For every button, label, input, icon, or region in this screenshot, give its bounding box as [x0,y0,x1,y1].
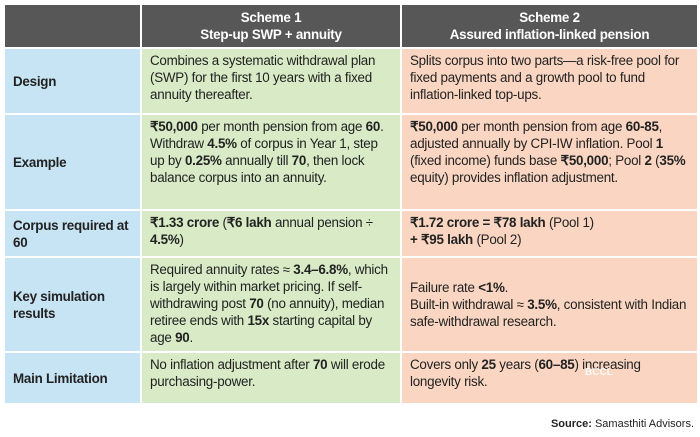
scheme-subtitle: Assured inflation-linked pension [449,27,650,42]
bold-run: 70 [291,153,307,168]
bold-run: 35% [659,153,686,168]
comparison-table: Scheme 1 Step-up SWP + annuity Scheme 2 Ass… [3,3,699,405]
watermark: BCCL [585,367,613,378]
bold-run: 60–85 [538,357,575,372]
row-label: Example [5,115,140,209]
text-run: annually till [221,153,292,168]
text-run: ) increasing longevity risk. [410,357,641,389]
bold-run: ₹50,000 [150,119,198,134]
bold-run: 3.5% [527,297,557,312]
bold-run: 90 [175,330,190,345]
text-run: , which is largely within market pricing… [150,262,388,311]
bold-run: ₹50,000 [560,153,609,168]
bold-run: 2 [644,153,652,168]
text-run: Required annuity rates ≈ [150,262,294,277]
bold-run: 70 [249,296,264,311]
scheme2-cell: Covers only 25 years (60–85) increasing … [402,353,697,403]
text-run: (Pool 2) [472,232,522,247]
text-run: starting capital by age [150,313,372,345]
text-run: per month pension from age [197,119,366,134]
text-run: Splits corpus into two parts—a risk-free… [410,53,680,102]
bold-run: 4.5% [150,232,180,247]
bold-run: 1 [655,136,663,151]
text-run: . [189,330,193,345]
bold-run: 0.25% [184,153,222,168]
bold-run: 3.4–6.8% [293,262,348,277]
source-note: Source: Samasthiti Advisors. [551,418,694,430]
scheme1-cell: No inflation adjustment after 70 will er… [142,353,400,403]
row-label: Design [5,49,140,113]
bold-run: 15x [247,313,270,328]
table-row: Key simulation results Required annuity r… [5,258,697,351]
text-run: Combines a systematic withdrawal plan (S… [150,53,376,102]
text-run: ( [219,215,227,230]
bold-run: ₹1.33 crore [150,215,220,230]
text-run: . Withdraw [150,119,384,151]
text-run: , adjusted annually by CPI-IW inflation.… [410,119,663,151]
scheme2-cell: Splits corpus into two parts—a risk-free… [402,49,697,113]
text-run: ; Pool [608,153,645,168]
scheme-title: Scheme 1 [240,10,302,25]
scheme1-cell: ₹1.33 crore (₹6 lakh annual pension ÷ 4.… [142,211,400,256]
text-run: No inflation adjustment after [150,357,313,372]
text-run: will erode purchasing-power. [150,357,385,389]
text-run: per month pension from age [457,119,626,134]
scheme-title: Scheme 2 [519,10,580,25]
bold-run: 4.5% [207,136,237,151]
text-run: (Pool 1) [548,215,594,230]
text-run: annual pension ÷ [271,215,373,230]
row-label: Main Limitation [5,353,140,403]
scheme1-cell: ₹50,000 per month pension from age 60. W… [142,115,400,209]
bold-run: ₹1.72 crore = ₹78 lakh [410,215,546,230]
table-row: Corpus required at 60 ₹1.33 crore (₹6 lak… [5,211,697,256]
bold-run: <1% [478,280,505,295]
scheme2-cell: ₹1.72 crore = ₹78 lakh (Pool 1) + ₹95 la… [402,211,697,256]
bold-run: 60-85 [625,119,659,134]
bold-run: ₹50,000 [410,119,458,134]
text-run: Samasthiti Advisors. [591,418,694,430]
bold-run: ₹6 lakh [226,215,272,230]
text-run: ) [179,232,184,247]
text-run: years ( [495,357,539,372]
row-label: Corpus required at 60 [5,211,140,256]
text-run: (no annuity), median retiree ends with [150,296,385,328]
text-run: of corpus in Year 1, step up by [150,136,378,168]
header-cell [5,5,140,47]
bold-run: Source: [550,418,592,430]
bold-run: + ₹95 lakh [410,232,473,247]
scheme-subtitle: Step-up SWP + annuity [200,27,342,42]
scheme2-cell: Failure rate <1%. Built-in withdrawal ≈ … [402,258,697,351]
text-run: equity) provides inflation adjustment. [410,170,618,185]
scheme2-cell: ₹50,000 per month pension from age 60-85… [402,115,697,209]
table-row: Example ₹50,000 per month pension from ag… [5,115,697,209]
bold-run: 60 [365,119,381,134]
header-cell: Scheme 1 Step-up SWP + annuity [142,5,400,47]
scheme1-cell: Combines a systematic withdrawal plan (S… [142,49,400,113]
bold-run: 25 [481,357,496,372]
text-run: Covers only [410,357,482,372]
text-run: Failure rate [410,280,479,295]
text-run: ( [651,153,660,168]
scheme1-cell: Required annuity rates ≈ 3.4–6.8%, which… [142,258,400,351]
header-cell: Scheme 2 Assured inflation-linked pension [402,5,697,47]
header-row: Scheme 1 Step-up SWP + annuity Scheme 2 Ass… [5,5,697,47]
table-row: Main Limitation No inflation adjustment a… [5,353,697,403]
table-row: Design Combines a systematic withdrawal p… [5,49,697,113]
text-run: (fixed income) funds base [410,153,561,168]
text-run: . Built-in withdrawal ≈ [410,280,524,312]
row-label: Key simulation results [5,258,140,351]
bold-run: 70 [312,357,328,372]
text-run: , consistent with Indian safe-withdrawal… [410,297,687,329]
text-run: , then lock balance corpus into an annui… [150,153,365,185]
